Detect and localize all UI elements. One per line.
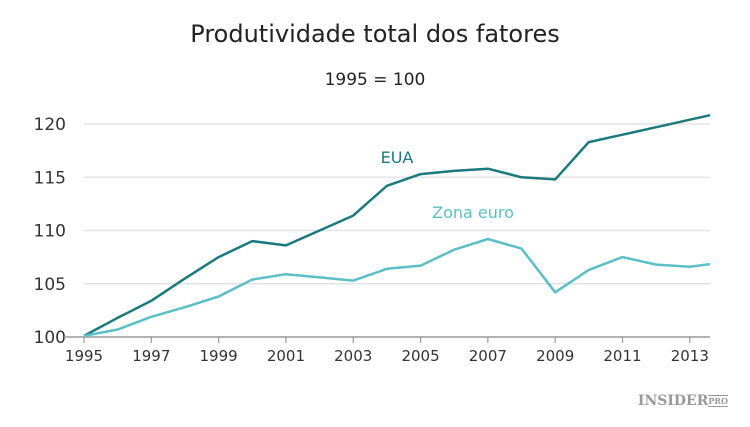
x-tick-label: 1995 [65, 347, 103, 365]
chart-title: Produtividade total dos fatores [190, 20, 560, 48]
x-tick-label: 2003 [334, 347, 372, 365]
x-tick-label: 1999 [200, 347, 238, 365]
x-tick-label: 2011 [603, 347, 641, 365]
y-tick-label: 110 [34, 222, 66, 242]
logo-sup: PRO [708, 395, 728, 407]
x-tick-label: 1997 [132, 347, 170, 365]
y-tick-label: 115 [34, 168, 66, 188]
x-tick-label: 2007 [469, 347, 507, 365]
y-tick-label: 105 [34, 275, 66, 295]
x-tick-label: 2001 [267, 347, 305, 365]
y-tick-label: 100 [34, 328, 66, 348]
logo-text: INSIDER [637, 393, 709, 409]
series-line-zona-euro [83, 237, 710, 338]
x-tick-label: 2009 [536, 347, 574, 365]
insider-pro-logo: INSIDERPRO [638, 393, 728, 409]
series-line-eua [83, 113, 710, 338]
x-tick-label: 2013 [671, 347, 709, 365]
x-tick-label: 2005 [401, 347, 439, 365]
y-tick-label: 120 [34, 115, 66, 135]
legend-label-zona-euro: Zona euro [432, 203, 514, 222]
legend-label-eua: EUA [381, 148, 414, 167]
chart-subtitle: 1995 = 100 [324, 70, 426, 90]
